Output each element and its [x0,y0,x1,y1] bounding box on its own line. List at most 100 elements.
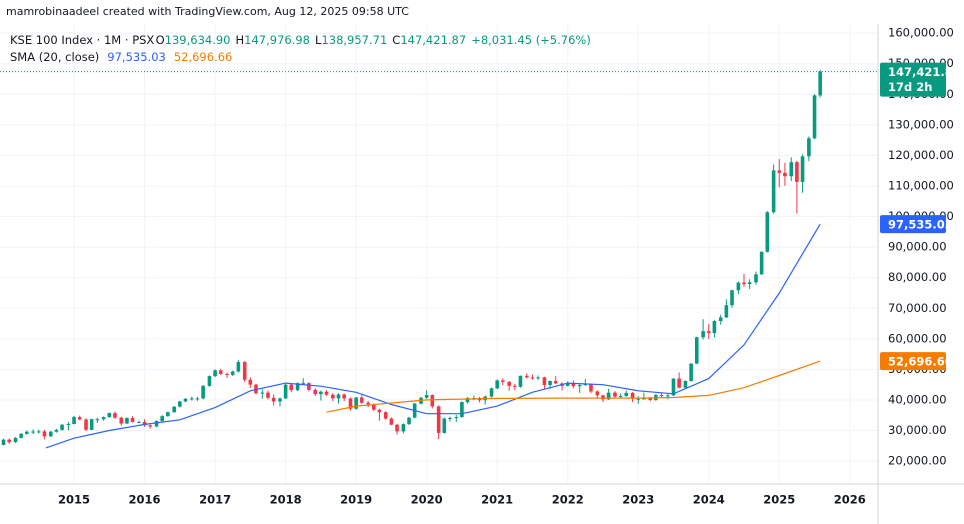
candle-body [807,138,811,157]
legend-field-label: O [156,33,165,47]
candle-body [342,394,346,399]
candle-body [348,398,353,409]
last-price-tag [880,62,946,97]
candle-body [89,419,94,430]
candle-body [465,398,470,403]
candle-body [671,378,676,396]
candle-body [242,362,247,380]
y-tick-label: 30,000.00 [888,423,947,437]
candle-body [24,431,29,434]
price-tag [880,215,946,234]
legend-field-value: 147,421.87 [400,33,466,47]
candle-body [254,384,258,394]
candle-body [260,392,265,394]
candle-body [666,395,670,397]
candle-body [460,402,464,418]
candle-body [747,282,752,285]
candle-body [54,429,59,432]
candle-body [424,395,429,398]
candle-body [800,156,805,183]
candle-body [401,424,406,432]
candle-body [495,380,499,389]
candle-body [66,424,71,426]
legend-field-label: H [236,33,245,47]
candle-body [271,397,276,402]
candle-body [42,431,47,437]
y-tick-label: 110,000.00 [888,178,954,192]
candle-body [101,417,106,420]
countdown-label: 17d 2h [888,80,932,94]
candle-body [618,395,623,397]
candle-body [195,398,200,400]
candle-body [489,388,494,397]
candle-body [795,162,799,183]
candle-body [636,398,641,400]
candle-body [442,418,447,433]
candle-body [513,385,517,387]
candle-body [336,394,341,399]
legend-indicator-value: 97,535.03 [107,50,166,64]
candle-body [36,431,41,433]
candle-body [601,395,605,400]
y-tick-label: 130,000.00 [888,117,954,131]
legend-indicator-name: SMA (20, close) [10,50,99,64]
x-tick-label: 2019 [340,493,372,507]
x-tick-label: 2022 [552,493,584,507]
y-tick-label: 90,000.00 [888,240,947,254]
plot [0,69,878,449]
legend-field-value: 147,976.98 [244,33,310,47]
x-tick-label: 2024 [693,493,725,507]
candle-body [319,391,323,395]
candle-body [107,413,112,418]
candle-body [571,383,576,387]
candle-body [694,337,699,364]
candle-body [536,377,540,379]
x-tick-label: 2023 [622,493,654,507]
candle-body [789,162,794,177]
candle-body [119,417,124,424]
candle-body [183,398,188,402]
candle-body [19,433,23,438]
legend-field-label: C [392,33,400,47]
candle-body [383,412,388,419]
candle-body [313,389,318,395]
candle-body [724,305,729,318]
candle-body [436,406,441,433]
candle-body [395,424,399,432]
candle-body [530,377,535,379]
candle-body [307,383,311,390]
x-tick-label: 2018 [270,493,302,507]
candle-body [777,170,782,173]
candle-body [283,384,288,399]
candle-body [548,380,552,385]
x-tick-label: 2026 [834,493,866,507]
candle-body [742,282,746,285]
price-tag [880,352,946,371]
candle-body [454,417,459,419]
legend-symbol: KSE 100 Index · 1M · PSX [10,33,154,47]
candle-body [759,251,764,275]
legend-indicator: SMA (20, close) 97,535.03 52,696.66 [10,50,232,64]
x-tick-label: 2025 [763,493,795,507]
candle-body [501,380,505,382]
candle-body [613,392,617,397]
candle-body [31,431,35,433]
x-tick-label: 2017 [199,493,231,507]
candle-body [148,425,153,427]
y-tick-label: 120,000.00 [888,148,954,162]
candle-body [648,398,653,400]
candle-body [706,331,711,334]
sma-line [45,223,821,449]
candle-body [289,384,294,391]
candle-body [595,391,600,396]
candle-body [113,413,117,418]
candle-body [166,412,170,417]
candle-body [130,417,135,422]
candle-body [366,402,370,405]
candle-body [718,317,723,322]
candle-body [736,282,741,291]
candle-body [266,392,270,398]
candle-body [248,379,253,385]
